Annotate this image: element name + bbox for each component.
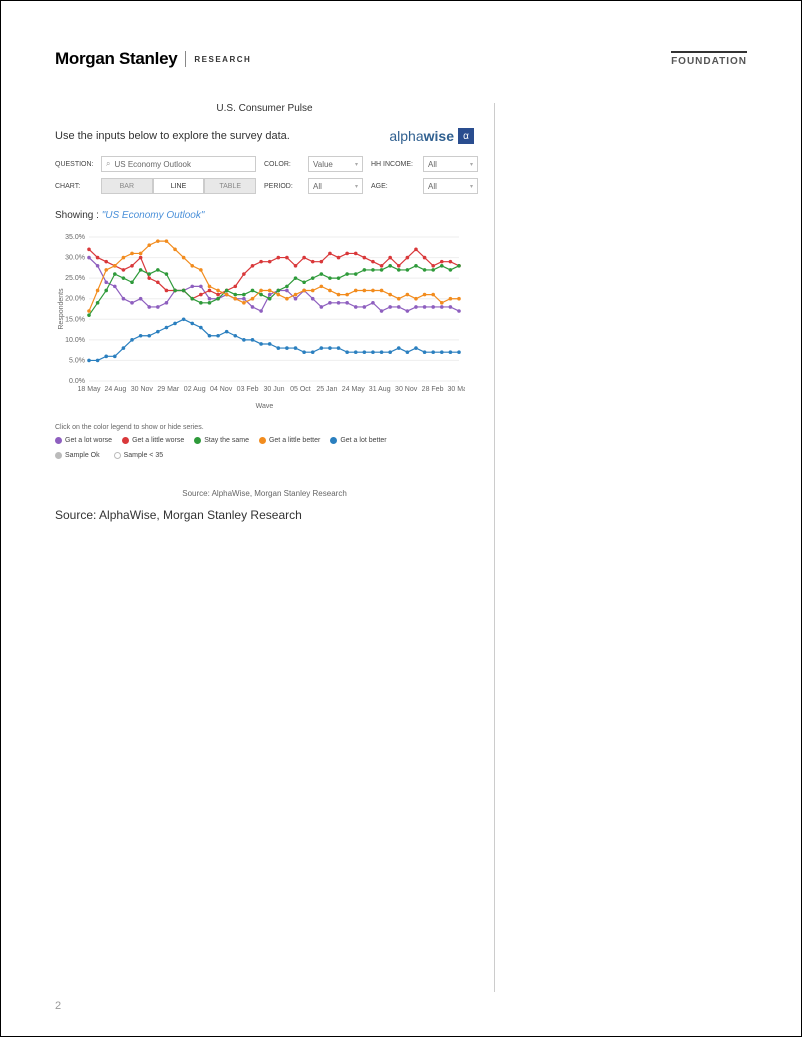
legend-dot bbox=[194, 437, 201, 444]
svg-text:02 Aug: 02 Aug bbox=[184, 386, 206, 393]
svg-text:30.0%: 30.0% bbox=[65, 255, 85, 262]
panel-title: U.S. Consumer Pulse bbox=[55, 103, 474, 114]
age-dropdown[interactable]: All▾ bbox=[423, 178, 478, 194]
brand: Morgan Stanley RESEARCH bbox=[55, 49, 251, 69]
svg-text:30 May: 30 May bbox=[448, 386, 465, 393]
brand-divider bbox=[185, 51, 186, 67]
svg-text:10.0%: 10.0% bbox=[65, 337, 85, 344]
legend-item[interactable]: Get a lot better bbox=[330, 437, 386, 444]
svg-text:28 Feb: 28 Feb bbox=[422, 386, 444, 393]
sample-lt35-dot bbox=[114, 452, 121, 459]
subtitle-row: Use the inputs below to explore the surv… bbox=[55, 128, 474, 144]
chevron-down-icon: ▾ bbox=[470, 161, 473, 168]
svg-text:31 Aug: 31 Aug bbox=[369, 386, 391, 393]
chart-label: CHART: bbox=[55, 183, 93, 190]
svg-text:35.0%: 35.0% bbox=[65, 234, 85, 241]
svg-text:05 Oct: 05 Oct bbox=[290, 386, 311, 393]
svg-text:20.0%: 20.0% bbox=[65, 296, 85, 303]
alpha-icon: α bbox=[458, 128, 474, 144]
svg-text:29 Mar: 29 Mar bbox=[157, 386, 179, 393]
period-dropdown[interactable]: All▾ bbox=[308, 178, 363, 194]
subtitle: Use the inputs below to explore the surv… bbox=[55, 130, 290, 142]
main-source: Source: AlphaWise, Morgan Stanley Resear… bbox=[55, 508, 474, 522]
legend-label: Get a little worse bbox=[132, 437, 184, 444]
x-axis-label: Wave bbox=[55, 403, 474, 410]
tab-bar[interactable]: BAR bbox=[101, 178, 153, 194]
legend-item[interactable]: Get a little worse bbox=[122, 437, 184, 444]
sample-ok-dot bbox=[55, 452, 62, 459]
showing-value: "US Economy Outlook" bbox=[102, 210, 205, 221]
header: Morgan Stanley RESEARCH FOUNDATION bbox=[55, 49, 747, 69]
svg-text:24 May: 24 May bbox=[342, 386, 365, 393]
chevron-down-icon: ▾ bbox=[470, 183, 473, 190]
tab-table[interactable]: TABLE bbox=[204, 178, 256, 194]
question-label: QUESTION: bbox=[55, 161, 93, 168]
legend-dot bbox=[330, 437, 337, 444]
legend-dot bbox=[259, 437, 266, 444]
alphawise-text: alphawise bbox=[389, 128, 454, 144]
legend-help: Click on the color legend to show or hid… bbox=[55, 424, 474, 431]
chart-tabs: BAR LINE TABLE bbox=[101, 178, 256, 194]
svg-text:30 Jun: 30 Jun bbox=[263, 386, 284, 393]
svg-text:03 Feb: 03 Feb bbox=[237, 386, 259, 393]
foundation-label: FOUNDATION bbox=[671, 51, 747, 67]
chevron-down-icon: ▾ bbox=[355, 183, 358, 190]
svg-text:25.0%: 25.0% bbox=[65, 275, 85, 282]
research-label: RESEARCH bbox=[194, 55, 251, 64]
legend-dot bbox=[122, 437, 129, 444]
chevron-down-icon: ▾ bbox=[355, 161, 358, 168]
svg-text:04 Nov: 04 Nov bbox=[210, 386, 233, 393]
chart-wrapper: 0.0% 5.0% 10.0% 15.0% 20.0% 25.0% 30.0% 35.0% Re… bbox=[55, 231, 474, 410]
svg-text:18 May: 18 May bbox=[78, 386, 101, 393]
svg-text:Respondents: Respondents bbox=[58, 288, 65, 330]
legend-label: Get a little better bbox=[269, 437, 320, 444]
legend-item[interactable]: Get a little better bbox=[259, 437, 320, 444]
legend-label: Get a lot better bbox=[340, 437, 386, 444]
color-label: COLOR: bbox=[264, 161, 300, 168]
svg-text:30 Nov: 30 Nov bbox=[395, 386, 418, 393]
svg-text:5.0%: 5.0% bbox=[69, 357, 85, 364]
controls: QUESTION: ⌕ US Economy Outlook COLOR: Va… bbox=[55, 156, 474, 194]
line-chart: 0.0% 5.0% 10.0% 15.0% 20.0% 25.0% 30.0% 35.0% Re… bbox=[55, 231, 465, 401]
sample-lt35[interactable]: Sample < 35 bbox=[114, 452, 164, 459]
sample-ok[interactable]: Sample Ok bbox=[55, 452, 100, 459]
legend-label: Get a lot worse bbox=[65, 437, 112, 444]
sample-row: Sample Ok Sample < 35 bbox=[55, 452, 474, 459]
legend: Get a lot worse Get a little worse Stay th… bbox=[55, 437, 474, 444]
legend-item[interactable]: Stay the same bbox=[194, 437, 249, 444]
legend-item[interactable]: Get a lot worse bbox=[55, 437, 112, 444]
hhincome-label: HH INCOME: bbox=[371, 161, 415, 168]
page-number: 2 bbox=[55, 1000, 61, 1012]
color-dropdown[interactable]: Value▾ bbox=[308, 156, 363, 172]
content-panel: U.S. Consumer Pulse Use the inputs below… bbox=[55, 103, 495, 992]
search-icon: ⌕ bbox=[106, 159, 110, 169]
svg-text:30 Nov: 30 Nov bbox=[131, 386, 154, 393]
alphawise-badge: alphawise α bbox=[389, 128, 474, 144]
svg-text:15.0%: 15.0% bbox=[65, 316, 85, 323]
svg-text:24 Aug: 24 Aug bbox=[105, 386, 127, 393]
question-input[interactable]: ⌕ US Economy Outlook bbox=[101, 156, 256, 172]
brand-name: Morgan Stanley bbox=[55, 49, 177, 69]
age-label: AGE: bbox=[371, 183, 415, 190]
legend-dot bbox=[55, 437, 62, 444]
legend-label: Stay the same bbox=[204, 437, 249, 444]
period-label: PERIOD: bbox=[264, 183, 300, 190]
question-value: US Economy Outlook bbox=[114, 160, 190, 169]
hhincome-dropdown[interactable]: All▾ bbox=[423, 156, 478, 172]
svg-text:25 Jan: 25 Jan bbox=[316, 386, 337, 393]
svg-text:0.0%: 0.0% bbox=[69, 378, 85, 385]
tab-line[interactable]: LINE bbox=[153, 178, 205, 194]
chart-source: Source: AlphaWise, Morgan Stanley Resear… bbox=[55, 489, 474, 498]
showing-row: Showing : "US Economy Outlook" bbox=[55, 210, 474, 221]
showing-label: Showing : bbox=[55, 210, 102, 221]
